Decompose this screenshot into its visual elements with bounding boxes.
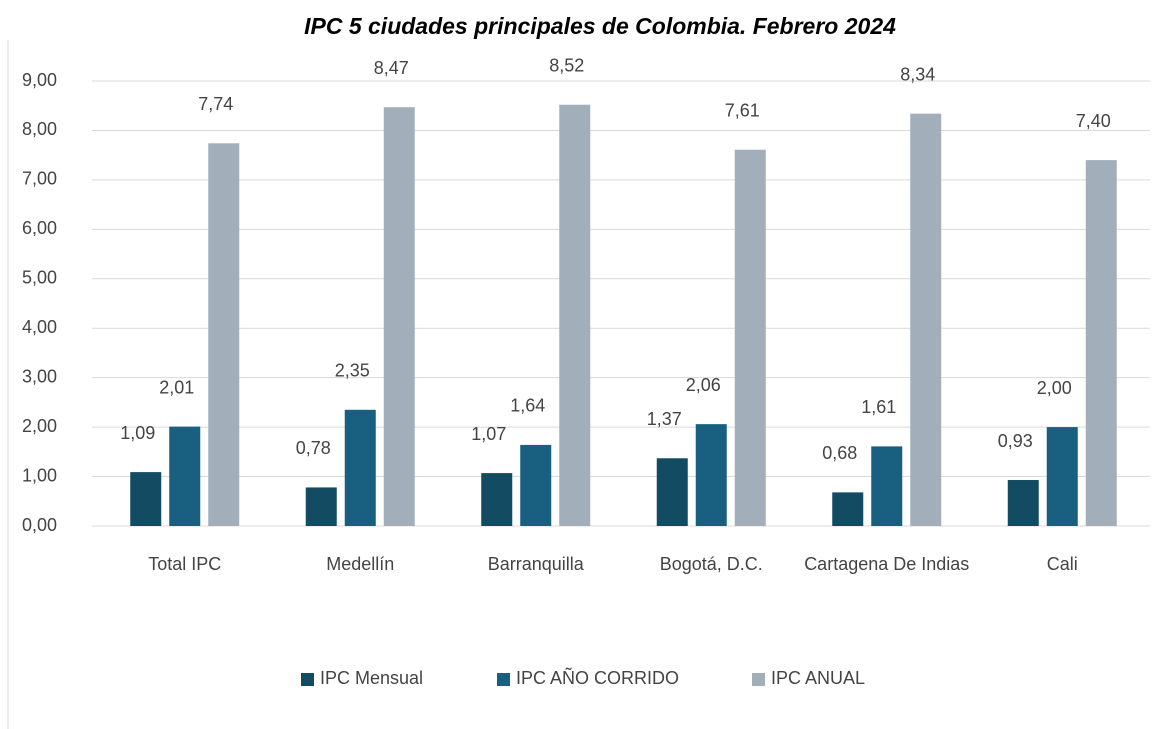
value-label: 2,01 <box>159 377 194 397</box>
legend-swatch <box>752 673 765 686</box>
x-tick-label: Bogotá, D.C. <box>659 554 763 574</box>
x-tick-label: Cali <box>1046 554 1078 574</box>
x-tick-label-box: Total IPC <box>148 554 222 574</box>
y-tick-label: 3,00 <box>22 366 57 386</box>
bar <box>169 426 201 526</box>
x-tick-label: Cartagena De Indias <box>804 554 970 574</box>
bar <box>383 107 415 526</box>
bar <box>481 473 513 526</box>
legend-label: IPC ANUAL <box>771 668 865 688</box>
value-label: 2,06 <box>686 375 721 395</box>
x-tick-label: Total IPC <box>148 554 222 574</box>
y-tick-label: 9,00 <box>22 70 57 90</box>
value-label: 1,61 <box>861 397 896 417</box>
bar <box>305 487 337 526</box>
x-tick-label-box: Medellín <box>326 554 395 574</box>
value-label: 2,00 <box>1037 378 1072 398</box>
bar <box>1085 160 1117 526</box>
bar <box>734 149 766 526</box>
value-label: 8,47 <box>374 58 409 78</box>
bar <box>208 143 240 527</box>
value-label: 8,52 <box>549 55 584 75</box>
value-label: 7,61 <box>725 100 760 120</box>
bar <box>344 409 376 526</box>
value-label: 1,37 <box>647 409 682 429</box>
y-tick-label: 6,00 <box>22 218 57 238</box>
bar <box>871 446 903 526</box>
y-tick-label: 4,00 <box>22 317 57 337</box>
value-label: 8,34 <box>900 64 935 84</box>
y-tick-label: 2,00 <box>22 416 57 436</box>
x-tick-label: Barranquilla <box>487 554 584 574</box>
bar <box>656 458 688 526</box>
value-label: 2,35 <box>335 361 370 381</box>
bar <box>1007 480 1039 526</box>
legend-label: IPC AÑO CORRIDO <box>516 667 679 688</box>
bar <box>130 472 162 526</box>
legend-label: IPC Mensual <box>320 668 423 688</box>
chart-title: IPC 5 ciudades principales de Colombia. … <box>304 13 896 39</box>
value-label: 7,74 <box>198 94 233 114</box>
bar <box>910 113 942 526</box>
value-label: 0,93 <box>998 431 1033 451</box>
value-label: 0,68 <box>822 443 857 463</box>
y-tick-label: 7,00 <box>22 169 57 189</box>
y-tick-label: 0,00 <box>22 515 57 535</box>
bar <box>1046 427 1078 526</box>
legend-swatch <box>497 673 510 686</box>
value-label: 1,09 <box>120 423 155 443</box>
bar <box>559 104 591 526</box>
value-label: 0,78 <box>296 438 331 458</box>
x-tick-label-box: Cali <box>1046 554 1078 574</box>
x-tick-label-box: Bogotá, D.C. <box>659 554 763 574</box>
x-tick-label: Medellín <box>326 554 395 574</box>
bar <box>695 424 727 526</box>
bar <box>832 492 864 526</box>
y-tick-label: 1,00 <box>22 465 57 485</box>
legend-swatch <box>301 673 314 686</box>
y-tick-label: 5,00 <box>22 268 57 288</box>
y-tick-label: 8,00 <box>22 119 57 139</box>
value-label: 1,07 <box>471 424 506 444</box>
x-tick-label-box: Cartagena De Indias <box>804 554 970 574</box>
x-tick-label-box: Barranquilla <box>487 554 584 574</box>
value-label: 1,64 <box>510 396 545 416</box>
value-label: 7,40 <box>1076 111 1111 131</box>
bar <box>520 444 552 526</box>
